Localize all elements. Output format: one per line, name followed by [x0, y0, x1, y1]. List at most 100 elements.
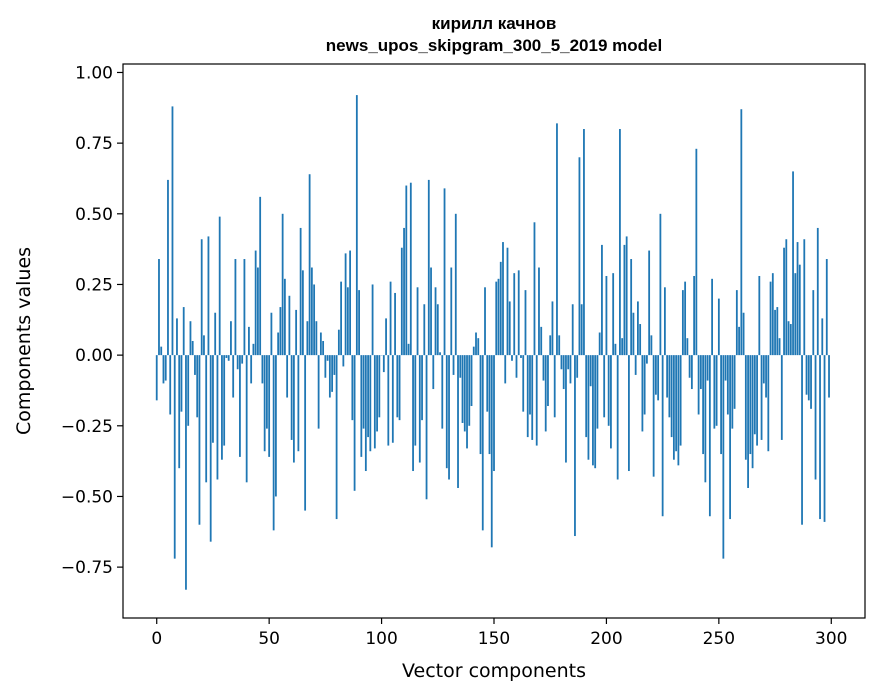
bar-168 [533, 222, 536, 356]
bar-12 [182, 307, 185, 356]
bar-164 [524, 290, 527, 356]
bar-239 [693, 275, 696, 356]
bar-115 [414, 355, 417, 446]
bar-272 [767, 355, 770, 452]
bar-142 [475, 332, 477, 356]
bar-17 [194, 355, 196, 375]
bar-53 [275, 355, 277, 497]
bar-72 [317, 355, 320, 429]
bar-118 [421, 355, 423, 421]
bar-130 [448, 355, 450, 480]
bar-275 [774, 309, 776, 356]
bar-139 [468, 355, 471, 426]
bar-132 [452, 355, 455, 375]
bar-242 [699, 355, 702, 390]
bar-134 [457, 355, 459, 488]
bar-144 [479, 355, 482, 455]
bar-163 [522, 355, 525, 412]
bar-76 [326, 355, 329, 361]
bar-95 [369, 355, 372, 452]
bar-182 [565, 355, 567, 463]
bar-42 [250, 355, 253, 384]
bar-5 [167, 179, 169, 356]
bar-147 [486, 355, 489, 412]
bar-33 [230, 321, 232, 356]
bar-35 [234, 259, 237, 356]
bar-183 [567, 355, 570, 370]
bar-20 [200, 239, 203, 356]
bar-31 [225, 355, 228, 358]
bar-248 [713, 355, 716, 429]
bar-111 [405, 185, 408, 356]
bar-96 [371, 284, 374, 356]
bar-150 [493, 355, 495, 472]
bar-59 [288, 295, 291, 356]
bar-148 [488, 355, 491, 455]
bar-9 [176, 318, 178, 356]
y-tick-label: −0.25 [61, 417, 113, 437]
bar-204 [614, 343, 617, 356]
bar-136 [461, 355, 464, 423]
bar-172 [542, 355, 545, 381]
bar-273 [769, 281, 772, 356]
bar-232 [677, 355, 680, 466]
bar-105 [391, 355, 394, 443]
y-tick-label: 0.00 [75, 346, 113, 366]
bar-265 [751, 355, 754, 469]
bar-25 [212, 355, 214, 443]
bar-151 [495, 281, 498, 356]
bar-293 [814, 355, 817, 480]
bar-197 [598, 332, 601, 356]
x-axis-ticks: 0 50 100 150 200 250 300 [151, 618, 847, 649]
bar-103 [387, 355, 390, 446]
bar-256 [731, 355, 734, 429]
bar-227 [666, 355, 669, 398]
bar-69 [310, 267, 313, 356]
bar-39 [243, 259, 246, 356]
bar-125 [436, 304, 439, 356]
bar-56 [281, 213, 284, 356]
bar-14 [187, 355, 190, 426]
bar-119 [423, 304, 426, 356]
bar-260 [740, 109, 743, 356]
bar-278 [780, 355, 783, 440]
bar-79 [333, 355, 336, 375]
bar-19 [198, 355, 201, 525]
x-axis-label: Vector components [402, 660, 586, 682]
bar-161 [517, 270, 520, 356]
bar-287 [801, 355, 803, 525]
bar-165 [526, 355, 529, 438]
bar-258 [735, 290, 738, 356]
bar-29 [221, 355, 223, 460]
bar-71 [315, 321, 318, 356]
bar-171 [540, 326, 543, 356]
bar-146 [484, 287, 486, 356]
bar-48 [263, 355, 266, 452]
bar-135 [459, 355, 462, 378]
bar-215 [639, 324, 642, 356]
bar-176 [551, 301, 554, 356]
bar-70 [313, 284, 316, 356]
bar-175 [549, 335, 552, 356]
y-axis-ticks: −0.75 −0.50 −0.25 0.00 0.25 0.50 0.75 1.00 [61, 63, 123, 578]
x-tick-label: 100 [365, 629, 397, 649]
bar-202 [610, 355, 612, 449]
bar-108 [398, 355, 401, 421]
bar-101 [382, 355, 385, 373]
bar-284 [794, 273, 797, 356]
bar-40 [245, 355, 248, 483]
bar-174 [547, 355, 549, 407]
bar-290 [807, 355, 810, 401]
bar-131 [450, 267, 453, 356]
bar-217 [643, 355, 646, 415]
bar-193 [589, 355, 592, 387]
bar-203 [612, 273, 615, 356]
bar-252 [722, 355, 725, 559]
bar-281 [787, 321, 790, 356]
bar-153 [499, 261, 502, 356]
bar-254 [726, 355, 729, 415]
bar-127 [441, 355, 444, 429]
x-tick-label: 0 [151, 629, 162, 649]
bar-46 [259, 196, 262, 356]
